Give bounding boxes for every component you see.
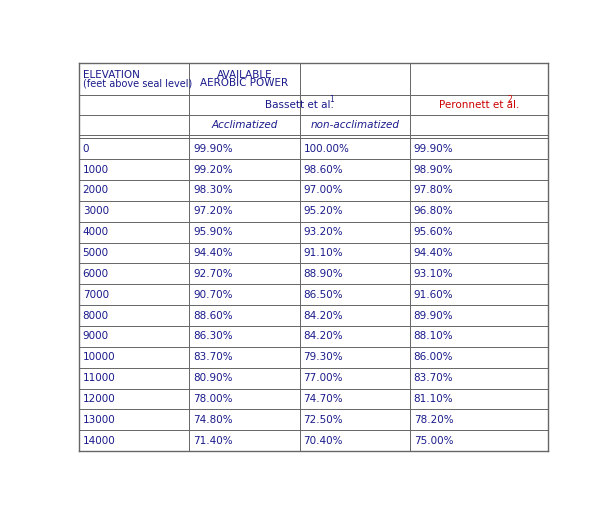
Text: AEROBIC POWER: AEROBIC POWER xyxy=(200,78,288,88)
Text: 12000: 12000 xyxy=(83,394,116,404)
Text: 5000: 5000 xyxy=(83,248,109,258)
Text: 0: 0 xyxy=(83,144,89,154)
Text: (feet above seal level): (feet above seal level) xyxy=(83,78,192,88)
Text: 11000: 11000 xyxy=(83,373,116,383)
Text: 1: 1 xyxy=(329,95,334,104)
Text: 2: 2 xyxy=(507,95,512,104)
Text: 77.00%: 77.00% xyxy=(304,373,343,383)
Text: 94.40%: 94.40% xyxy=(193,248,233,258)
Text: 90.70%: 90.70% xyxy=(193,290,233,300)
Text: 83.70%: 83.70% xyxy=(193,352,233,362)
Text: 96.80%: 96.80% xyxy=(414,206,453,216)
Text: Acclimatized: Acclimatized xyxy=(211,120,278,130)
Text: 100.00%: 100.00% xyxy=(304,144,349,154)
Text: 84.20%: 84.20% xyxy=(304,310,343,321)
Text: 13000: 13000 xyxy=(83,415,116,425)
Text: 78.20%: 78.20% xyxy=(414,415,453,425)
Text: non-acclimatized: non-acclimatized xyxy=(310,120,399,130)
Text: 89.90%: 89.90% xyxy=(414,310,453,321)
Text: 95.60%: 95.60% xyxy=(414,227,453,237)
Text: 2000: 2000 xyxy=(83,185,109,195)
Text: 9000: 9000 xyxy=(83,331,109,342)
Text: 98.90%: 98.90% xyxy=(414,164,453,175)
Text: 86.50%: 86.50% xyxy=(304,290,343,300)
Text: 99.90%: 99.90% xyxy=(414,144,453,154)
Text: 95.20%: 95.20% xyxy=(304,206,343,216)
Text: 6000: 6000 xyxy=(83,269,109,279)
Text: 98.60%: 98.60% xyxy=(304,164,343,175)
Text: 86.30%: 86.30% xyxy=(193,331,233,342)
Text: 81.10%: 81.10% xyxy=(414,394,453,404)
Text: 99.90%: 99.90% xyxy=(193,144,233,154)
Text: 95.90%: 95.90% xyxy=(193,227,233,237)
Text: 94.40%: 94.40% xyxy=(414,248,453,258)
Text: 14000: 14000 xyxy=(83,436,116,445)
Text: 93.20%: 93.20% xyxy=(304,227,343,237)
Text: 98.30%: 98.30% xyxy=(193,185,233,195)
Text: ELEVATION: ELEVATION xyxy=(83,70,140,80)
Text: 97.20%: 97.20% xyxy=(193,206,233,216)
Text: 91.10%: 91.10% xyxy=(304,248,343,258)
Text: 8000: 8000 xyxy=(83,310,109,321)
Text: AVAILABLE: AVAILABLE xyxy=(217,70,272,80)
Text: 72.50%: 72.50% xyxy=(304,415,343,425)
Text: 88.90%: 88.90% xyxy=(304,269,343,279)
Text: 80.90%: 80.90% xyxy=(193,373,233,383)
Text: 74.80%: 74.80% xyxy=(193,415,233,425)
Text: 84.20%: 84.20% xyxy=(304,331,343,342)
Text: 70.40%: 70.40% xyxy=(304,436,343,445)
Text: 97.80%: 97.80% xyxy=(414,185,453,195)
Text: 75.00%: 75.00% xyxy=(414,436,453,445)
Text: 78.00%: 78.00% xyxy=(193,394,233,404)
Text: 10000: 10000 xyxy=(83,352,115,362)
Text: 74.70%: 74.70% xyxy=(304,394,343,404)
Text: 79.30%: 79.30% xyxy=(304,352,343,362)
Text: 99.20%: 99.20% xyxy=(193,164,233,175)
Text: 97.00%: 97.00% xyxy=(304,185,343,195)
Text: Peronnett et al.: Peronnett et al. xyxy=(439,100,520,110)
Text: 4000: 4000 xyxy=(83,227,109,237)
Text: 88.60%: 88.60% xyxy=(193,310,233,321)
Text: 93.10%: 93.10% xyxy=(414,269,453,279)
Text: 92.70%: 92.70% xyxy=(193,269,233,279)
Text: 91.60%: 91.60% xyxy=(414,290,453,300)
Text: 86.00%: 86.00% xyxy=(414,352,453,362)
Text: 7000: 7000 xyxy=(83,290,109,300)
Text: Bassett et al.: Bassett et al. xyxy=(265,100,334,110)
Text: 3000: 3000 xyxy=(83,206,109,216)
Text: 88.10%: 88.10% xyxy=(414,331,453,342)
Text: 71.40%: 71.40% xyxy=(193,436,233,445)
Text: 83.70%: 83.70% xyxy=(414,373,453,383)
Text: 1000: 1000 xyxy=(83,164,109,175)
